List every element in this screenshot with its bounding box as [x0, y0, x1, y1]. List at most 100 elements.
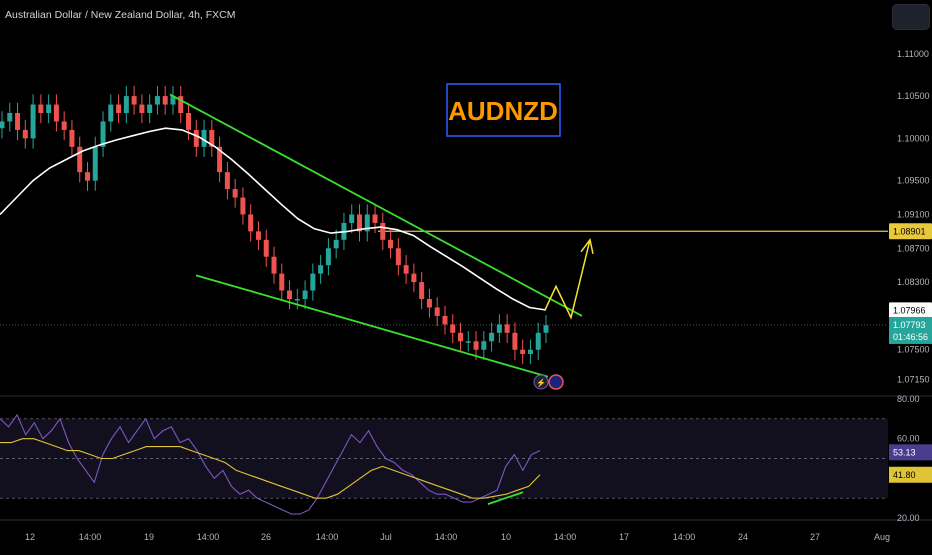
time-tick-label: 14:00	[673, 532, 696, 542]
candle-body	[46, 104, 52, 113]
price-tick-label: 1.08700	[897, 243, 930, 253]
candle-body	[77, 146, 83, 173]
rsi-tick-label: 60.00	[897, 434, 920, 444]
candle-body	[520, 349, 526, 354]
candle-body	[22, 129, 28, 139]
time-tick-label: 17	[619, 532, 629, 542]
candle-body	[92, 146, 98, 181]
moving-average-line	[0, 127, 547, 311]
candle-body	[217, 146, 223, 173]
level-badge: 1.08901	[893, 226, 926, 236]
price-tick-label: 1.07150	[897, 374, 930, 384]
time-tick-label: 27	[810, 532, 820, 542]
candle-body	[504, 324, 510, 333]
toolbar-button[interactable]	[892, 4, 930, 30]
last-price-badge-bg	[889, 316, 932, 344]
candle-body	[465, 341, 471, 343]
rsi-badge: 53.13	[893, 447, 916, 457]
candle-body	[364, 214, 370, 232]
candle-body	[100, 121, 106, 147]
projection-path	[544, 239, 591, 320]
candle-body	[248, 214, 254, 232]
candle-body	[38, 104, 44, 113]
candle-body	[139, 104, 145, 113]
candle-body	[496, 324, 502, 333]
time-tick-label: 12	[25, 532, 35, 542]
candle-body	[442, 315, 448, 325]
candle-body	[271, 256, 277, 274]
candle-body	[61, 121, 67, 130]
candle-body	[193, 129, 199, 147]
candle-body	[30, 104, 36, 139]
ma-badge: 1.07966	[893, 305, 926, 315]
candle-body	[263, 239, 269, 257]
candle-body	[426, 299, 432, 308]
candle-body	[131, 96, 137, 105]
channel-upper-line	[169, 93, 583, 317]
candle-body	[349, 214, 355, 223]
price-tick-label: 1.11000	[897, 49, 929, 59]
ma-badge-bg	[889, 302, 932, 319]
candle-body	[333, 239, 339, 249]
time-tick-label: 14:00	[79, 532, 102, 542]
rsi-tick-label: 20.00	[897, 513, 920, 523]
time-tick-label: 14:00	[316, 532, 339, 542]
candle-body	[527, 349, 533, 354]
projection-arrowhead	[580, 238, 594, 254]
candle-body	[535, 332, 541, 350]
candle-body	[108, 104, 114, 122]
price-tick-label: 1.08300	[897, 277, 930, 287]
lightning-icon	[533, 374, 549, 390]
time-tick-label: 14:00	[554, 532, 577, 542]
candle-body	[116, 104, 122, 113]
candle-body	[201, 129, 207, 147]
price-tick-label: 1.09500	[897, 176, 930, 186]
rsi-ma-badge-bg	[889, 466, 932, 483]
candle-body	[224, 172, 230, 190]
rsi-divergence-line	[487, 491, 524, 505]
candle-body	[450, 324, 456, 333]
candle-body	[162, 96, 168, 105]
candle-body	[473, 341, 479, 350]
candle-body	[279, 273, 285, 291]
countdown-badge: 01:46:56	[893, 332, 928, 342]
candle-body	[372, 214, 378, 223]
time-tick-label: 14:00	[197, 532, 220, 542]
candle-body	[84, 172, 90, 181]
candle-body	[147, 104, 153, 113]
lightning-icon-glyph: ⚡	[536, 378, 546, 388]
symbol-label: AUDNZD	[448, 96, 558, 126]
candle-body	[543, 325, 549, 333]
candle-body	[69, 129, 75, 147]
candle-body	[356, 214, 362, 232]
flag-icon	[548, 374, 564, 390]
level-badge-bg	[889, 223, 932, 240]
candle-body	[419, 282, 425, 299]
candle-body	[287, 290, 293, 299]
candle-body	[232, 189, 238, 198]
candle-body	[255, 231, 261, 240]
time-tick-label: Aug	[874, 532, 890, 542]
candle-body	[411, 273, 417, 283]
rsi-tick-label: 80.00	[897, 394, 920, 404]
candle-body	[53, 104, 59, 122]
price-tick-label: 1.10000	[897, 133, 930, 143]
time-tick-label: Jul	[380, 532, 392, 542]
candle-body	[302, 290, 308, 299]
time-tick-label: 10	[501, 532, 511, 542]
candle-body	[395, 248, 401, 266]
candle-body	[7, 113, 13, 122]
candle-body	[481, 341, 487, 350]
price-tick-label: 1.09100	[897, 209, 930, 219]
candle-body	[186, 113, 192, 130]
candle-body	[318, 265, 324, 274]
candle-body	[178, 96, 184, 113]
time-tick-label: 26	[261, 532, 271, 542]
candle-body	[310, 273, 316, 291]
candle-body	[294, 299, 300, 301]
candle-body	[489, 332, 495, 342]
rsi-ma-line	[0, 438, 541, 499]
chart-title: Australian Dollar / New Zealand Dollar, …	[5, 9, 236, 21]
